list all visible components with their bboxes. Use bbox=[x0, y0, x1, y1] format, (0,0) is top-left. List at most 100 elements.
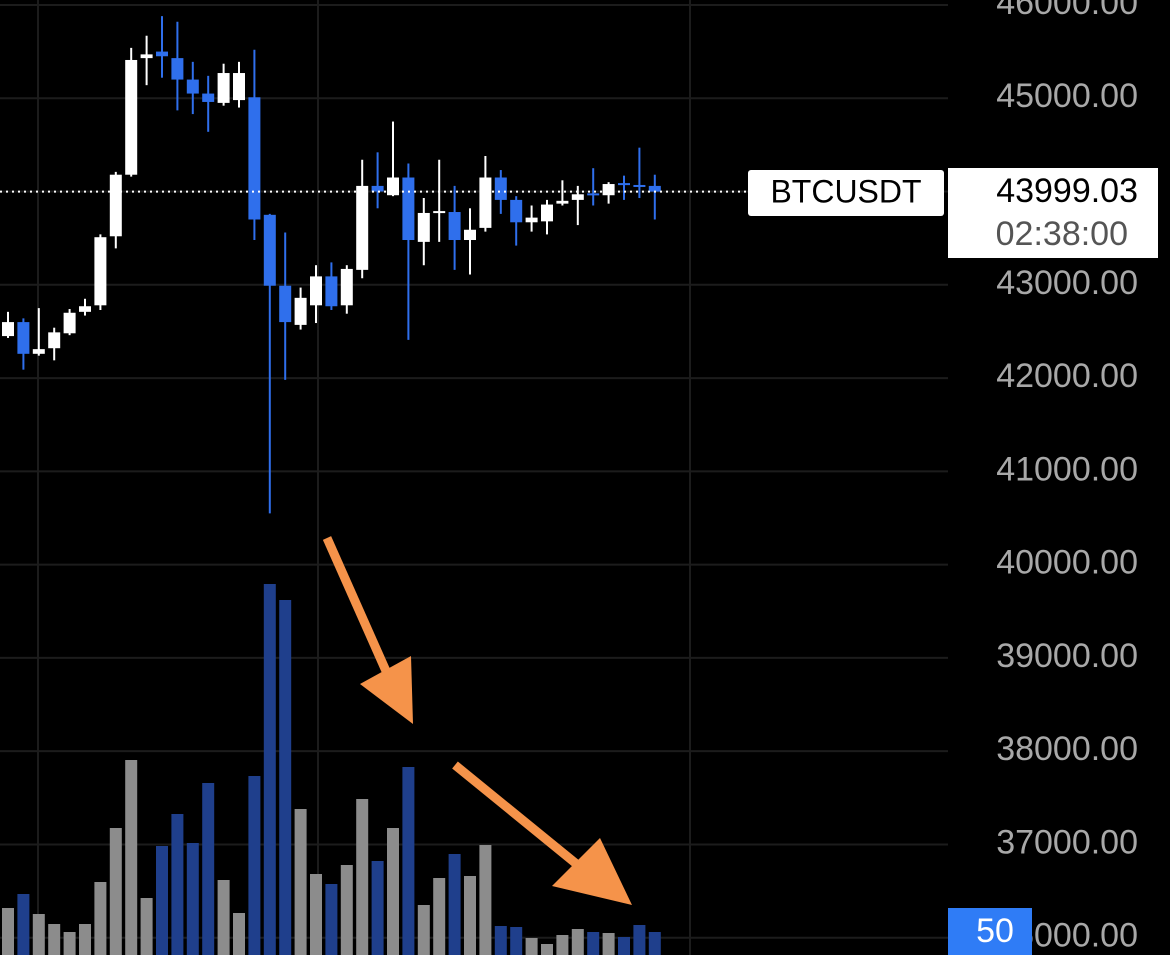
volume-bar bbox=[479, 845, 492, 955]
candle-body bbox=[618, 183, 630, 186]
volume-bar bbox=[587, 932, 600, 955]
y-tick-label: 45000.00 bbox=[996, 77, 1138, 115]
volume-bar bbox=[387, 828, 399, 955]
volume-bar bbox=[371, 861, 384, 955]
candle-body bbox=[63, 312, 76, 334]
volume-bar bbox=[556, 935, 569, 955]
candle-body bbox=[263, 214, 276, 286]
y-tick-label: 38000.00 bbox=[996, 730, 1138, 768]
volume-bar bbox=[618, 937, 630, 955]
volume-bar bbox=[125, 760, 138, 955]
candle-body bbox=[340, 268, 353, 306]
overlay: BTCUSDT 43999.03 02:38:00 50 bbox=[0, 168, 1158, 955]
volume-bar bbox=[186, 843, 199, 955]
candle-body bbox=[448, 212, 461, 241]
symbol-box bbox=[748, 170, 944, 216]
countdown-label: 02:38:00 bbox=[996, 215, 1128, 253]
candle-body bbox=[325, 276, 338, 307]
volume-bar bbox=[541, 944, 553, 955]
volume-bar bbox=[217, 880, 230, 955]
volume-bar bbox=[233, 913, 245, 955]
volume-bar bbox=[156, 846, 168, 955]
volume-bar bbox=[32, 914, 45, 955]
volume-bar bbox=[402, 767, 415, 955]
last-price-label: 43999.03 bbox=[996, 172, 1138, 210]
volume-bar bbox=[171, 814, 184, 955]
volume-bars bbox=[2, 584, 661, 955]
volume-bar bbox=[2, 908, 14, 955]
volume-bar bbox=[525, 938, 538, 955]
volume-bar bbox=[448, 854, 461, 955]
volume-bar bbox=[263, 584, 276, 955]
badge-label: 50 bbox=[976, 912, 1014, 950]
candle-body bbox=[294, 297, 307, 325]
candle-body bbox=[140, 54, 153, 59]
candle-body bbox=[587, 193, 600, 196]
volume-bar bbox=[602, 933, 615, 955]
volume-bar bbox=[202, 783, 215, 955]
candle-body bbox=[633, 184, 646, 187]
candle-body bbox=[48, 332, 61, 349]
candle-body bbox=[17, 322, 30, 354]
candle-body bbox=[109, 174, 122, 237]
candle-body bbox=[202, 93, 215, 102]
volume-bar bbox=[356, 799, 369, 955]
volume-bar bbox=[94, 882, 107, 955]
volume-bar bbox=[140, 898, 153, 955]
volume-bar bbox=[571, 929, 584, 955]
arrow-shaft bbox=[322, 536, 395, 682]
volume-bar bbox=[494, 926, 507, 955]
candle-body bbox=[494, 177, 507, 200]
volume-bar bbox=[648, 932, 661, 955]
volume-bar bbox=[340, 865, 353, 955]
volume-bar bbox=[17, 894, 30, 955]
volume-bar bbox=[279, 600, 292, 955]
volume-bar bbox=[433, 878, 446, 955]
candle-body bbox=[571, 194, 584, 200]
volume-bar bbox=[294, 809, 307, 955]
candle-body bbox=[94, 237, 107, 306]
candle-body bbox=[541, 204, 553, 222]
candle-body bbox=[464, 229, 476, 241]
candle-body bbox=[186, 79, 199, 94]
candle-body bbox=[417, 212, 430, 242]
candle-body bbox=[433, 211, 446, 214]
y-tick-label: 40000.00 bbox=[996, 544, 1138, 582]
candle-body bbox=[402, 177, 415, 241]
candle-body bbox=[156, 51, 168, 57]
y-tick-label: 43000.00 bbox=[996, 264, 1138, 302]
candle-body bbox=[602, 184, 615, 196]
candle-body bbox=[648, 185, 661, 192]
y-tick-label: 46000.00 bbox=[996, 0, 1138, 22]
candles bbox=[2, 16, 661, 514]
volume-bar bbox=[310, 874, 322, 955]
volume-bar bbox=[417, 905, 430, 955]
arrow-head bbox=[552, 838, 632, 905]
volume-bar bbox=[109, 828, 122, 955]
candle-body bbox=[371, 185, 384, 192]
annotation-arrows bbox=[322, 536, 632, 905]
candle-body bbox=[479, 177, 492, 228]
candle-body bbox=[217, 73, 230, 103]
volume-bar bbox=[325, 884, 338, 955]
candle-body bbox=[310, 276, 322, 306]
volume-bar bbox=[48, 924, 61, 955]
grid bbox=[37, 0, 691, 955]
candle-body bbox=[279, 285, 292, 323]
arrow-shaft bbox=[452, 761, 593, 879]
candle-body bbox=[248, 97, 261, 220]
candle-body bbox=[171, 58, 184, 80]
arrow-head bbox=[360, 656, 413, 724]
candle-body bbox=[32, 349, 45, 354]
volume-bar bbox=[633, 925, 646, 955]
price-box bbox=[948, 168, 1158, 258]
candle-body bbox=[525, 217, 538, 223]
candle-body bbox=[233, 73, 245, 101]
candle-body bbox=[356, 185, 369, 270]
y-tick-label: 39000.00 bbox=[996, 637, 1138, 675]
candle-body bbox=[510, 199, 523, 223]
y-tick-label: 37000.00 bbox=[996, 823, 1138, 861]
volume-bar bbox=[510, 927, 523, 955]
